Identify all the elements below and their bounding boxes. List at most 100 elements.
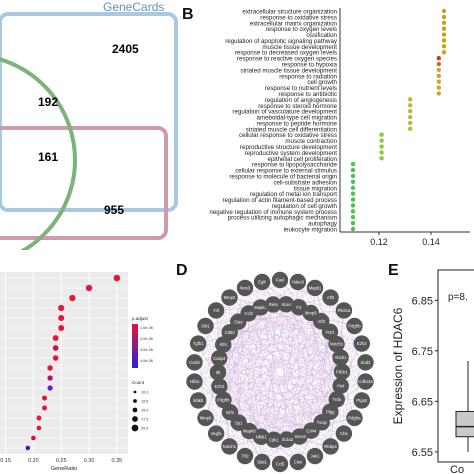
panel-c-point [52, 355, 59, 361]
panel-d-edge [229, 332, 343, 372]
panel-d-node [328, 391, 345, 408]
panel-d-edge [223, 304, 287, 401]
panel-d-node-label: Ctss [294, 460, 302, 465]
panel-c-point [47, 365, 53, 371]
panel-d-node-label: Ezh2 [215, 384, 225, 389]
panel-d-node [346, 317, 363, 335]
panel-c-point [25, 445, 31, 451]
panel-d-edge [238, 411, 331, 423]
panel-d-node [289, 453, 307, 471]
panel-d-edge [286, 312, 311, 440]
panel-d-edge [198, 297, 230, 401]
panel-d-edge [343, 325, 355, 434]
panel-b-term-label: epithelial cell proliferation [268, 156, 338, 163]
panel-b-point [379, 138, 384, 143]
panel-d-node-label: Ptgs2 [356, 398, 367, 403]
panel-d-node-label: Abcb1 [335, 355, 348, 360]
panel-c-point [52, 335, 59, 341]
panel-d-node-label: Sod2 [361, 360, 371, 365]
panel-b-term-label: process utilizing autophagic mechanism [228, 215, 337, 222]
panel-b-term-label: striated muscle cell differentiation [246, 126, 338, 133]
panel-d-node-label: Rela [269, 302, 278, 307]
panel-d-node-label: Ctss [234, 319, 242, 324]
panel-d-node [211, 349, 228, 367]
panel-b-point [350, 167, 356, 173]
panel-b-point [436, 79, 441, 84]
panel-d-node [328, 335, 345, 353]
panel-b-term-label: cell growth [307, 79, 337, 86]
panel-c-legend-padj-tick: 4.0e-06 [140, 359, 153, 363]
panel-d-node-label: Cxcl8 [189, 360, 200, 365]
panel-c-legend-count-dot [132, 407, 138, 413]
panel-d-node-label: Ccl5 [276, 462, 285, 467]
panel-d-node-label: Mmp9 [305, 311, 317, 316]
panel-b-point [408, 120, 413, 126]
panel-b-term-label: response to nutrient levels [265, 85, 337, 92]
panel-d-node-label: Pik3ca [338, 308, 351, 313]
panel-c-plot-background [0, 272, 128, 454]
panel-b-term-label: response to molecule of bacterial origin [229, 173, 337, 180]
panel-d-node [271, 455, 289, 473]
panel-b-term-label: reproductive system development [244, 150, 337, 157]
panel-b-point [436, 85, 441, 90]
panel-e-y-tick-label: 6.75 [412, 346, 433, 358]
panel-d-edge [223, 344, 262, 437]
venn-diagram [0, 12, 178, 250]
panel-d-edge [223, 307, 261, 401]
panel-c-point [58, 325, 65, 331]
pink-set [0, 126, 168, 240]
panel-b-term-label: negative regulation of immune system pro… [209, 209, 337, 216]
panel-e-y-tick-label: 6.85 [412, 295, 433, 307]
panel-d-edge [273, 304, 322, 423]
panel-d-node-label: Egfr [258, 280, 266, 285]
panel-d-edge [260, 307, 341, 386]
panel-d-node-label: Nrf2 [226, 410, 235, 415]
panel-d-node-label: Ikbkb [193, 398, 204, 403]
panel-d-node-label: Atf3 [327, 295, 335, 300]
panel-c-legend-count-dot [132, 416, 138, 422]
panel-b-point [441, 8, 447, 14]
panel-d-node-label: Mmp9 [200, 416, 212, 421]
panel-d-node-label: Casp3 [213, 356, 226, 361]
panel-d-node-label: Txnip [317, 420, 328, 425]
panel-e-boxplot: 6.55 6.65 6.75 6.85 Expression of HDAC6 p=8. C… [391, 269, 474, 474]
panel-d-edge [261, 385, 341, 437]
panel-d-node [186, 354, 203, 371]
venn-count-161: 161 [38, 150, 59, 164]
panel-d-edge [273, 304, 274, 440]
panel-c-point [58, 304, 65, 312]
panel-d-node-label: Tgfb1 [193, 341, 204, 346]
panel-c-x-tick-label: 0.35 [112, 458, 123, 464]
panel-d-network: Fasl Hdac6 Mapk1 Atf3 Pik3ca Pdgfrb Ezh2 Sod2 Cd… [186, 271, 374, 473]
panel-d-edge [219, 386, 322, 423]
panel-d-edge [229, 399, 337, 413]
panel-d-node [333, 363, 351, 380]
panel-c-point [42, 405, 48, 411]
panel-d-node [306, 279, 324, 297]
panel-b-term-label: ossification [306, 32, 337, 39]
panel-d-node-label: Tnf [213, 308, 220, 313]
panel-b-point [436, 73, 441, 79]
panel-d-node-label: Jak1 [311, 454, 321, 459]
panel-d-node [207, 425, 225, 442]
panel-d-node-label: Mapk8 [243, 429, 256, 434]
panel-d-node [211, 378, 228, 395]
panel-b-point [441, 32, 447, 37]
panel-d-node-label: Notch1 [223, 444, 237, 449]
panel-c-point [52, 345, 59, 351]
panel-d-node [322, 289, 339, 306]
panel-d-edge [297, 281, 366, 363]
panel-d-node [353, 392, 370, 409]
panel-d-edge [219, 358, 300, 437]
panel-d-edge [298, 307, 322, 423]
panel-b-term-label: cellular response to oxidative stress [239, 132, 337, 139]
panel-b-term-label: regulation of actin filament-based proce… [222, 197, 337, 204]
panel-d-node-label: Klf4 [220, 342, 228, 347]
panel-c-point [41, 395, 48, 401]
panel-d-node-label: Slc3a2 [280, 437, 293, 442]
panel-d-edge [249, 371, 343, 432]
panel-b-point [350, 179, 356, 185]
panel-d-node-label: Mapk1 [254, 305, 267, 310]
panel-d-edge [314, 362, 366, 457]
panel-d-edge [248, 313, 337, 400]
